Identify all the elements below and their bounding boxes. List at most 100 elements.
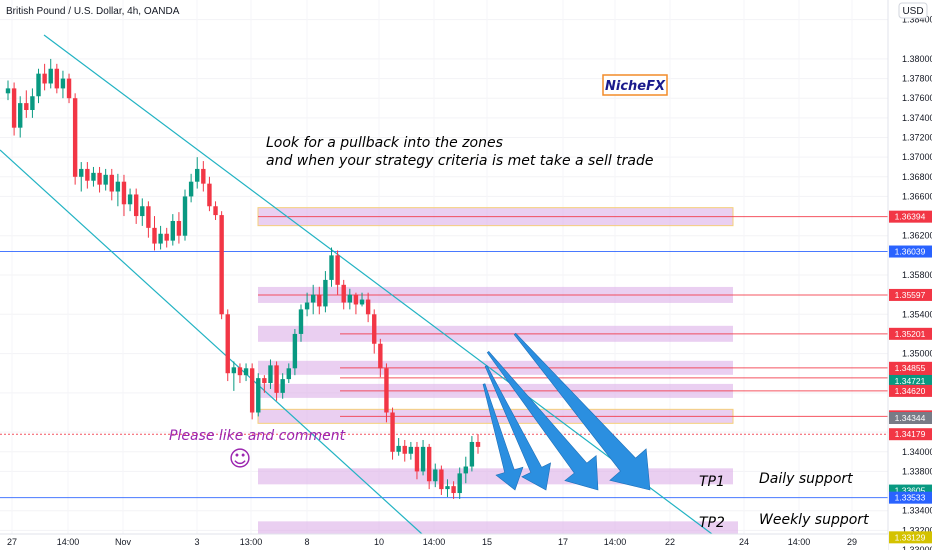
time-tick-8: 15: [482, 537, 492, 547]
price-label-bg-3: [889, 327, 932, 340]
price-tick-3: 1.37600: [902, 93, 932, 103]
price-label-6: 1.34721: [895, 376, 926, 386]
candle-body: [103, 174, 108, 185]
candle-body: [158, 233, 163, 244]
candle-body: [274, 365, 279, 393]
chart-title: British Pound / U.S. Dollar, 4h, OANDA: [6, 6, 180, 17]
candle-body: [469, 441, 475, 467]
candle-body: [146, 206, 151, 228]
candle-body: [109, 174, 114, 192]
price-tick-9: 1.36200: [902, 231, 932, 241]
candles: [5, 58, 481, 499]
price-tick-7: 1.36800: [902, 172, 932, 182]
candle-body: [414, 446, 420, 472]
candle-body: [231, 367, 237, 374]
candle-body: [292, 333, 298, 369]
price-label-bg-9: [889, 412, 932, 424]
candle-body: [30, 96, 35, 110]
candle-body: [280, 379, 285, 393]
price-tick-12: 1.35000: [902, 349, 932, 359]
time-tick-5: 8: [304, 537, 309, 547]
candle-body: [445, 486, 450, 490]
candle-body: [378, 343, 383, 369]
price-tick-11: 1.35400: [902, 309, 932, 319]
currency-badge-box[interactable]: [898, 2, 928, 19]
candle-body: [42, 73, 47, 84]
target-arrows: [482, 332, 651, 491]
strategy-line-2: and when your strategy criteria is met t…: [266, 153, 654, 169]
candle-body: [18, 103, 23, 128]
price-label-3: 1.35201: [895, 329, 926, 339]
tp2-label: TP2: [699, 515, 725, 531]
channel-lines: [0, 34, 713, 535]
candle-body: [310, 294, 316, 303]
sell-arrow-1: [484, 365, 552, 491]
candle-body: [420, 446, 426, 472]
candle-body: [256, 378, 261, 413]
candle-body: [170, 220, 176, 241]
price-label-bg-10: [889, 428, 932, 441]
price-tick-5: 1.37200: [902, 133, 932, 143]
price-label-bg-4: [889, 361, 932, 374]
weekly-support-label: Weekly support: [759, 512, 869, 528]
candle-body: [408, 446, 414, 454]
candle-body: [36, 73, 41, 97]
candle-body: [24, 103, 29, 110]
price-label-10: 1.34179: [895, 429, 926, 439]
candle-body: [384, 368, 389, 413]
candle-body: [60, 78, 66, 89]
price-label-13: 1.33129: [895, 532, 926, 542]
like-comment: Please like and comment: [169, 428, 346, 444]
price-label-bg-0: [889, 210, 932, 223]
annotations: NicheFX Look for a pullback into the zone…: [169, 74, 869, 531]
daily-support-label: Daily support: [759, 471, 853, 487]
price-label-4: 1.34855: [895, 363, 926, 373]
candle-body: [286, 368, 291, 380]
price-label-1: 1.36039: [895, 247, 926, 257]
channel-upper: [43, 34, 713, 535]
candle-body: [372, 314, 377, 344]
price-tick-16: 1.33800: [902, 466, 932, 476]
time-axis[interactable]: 27 14:00 Nov 3 13:00 8 10 14:00 15 17 14:00 22 24 14:…: [0, 533, 888, 550]
candle-body: [48, 68, 53, 84]
candle-body: [152, 227, 157, 244]
candle-body: [188, 181, 194, 197]
grid: [0, 19, 888, 550]
candle-body: [402, 445, 407, 454]
candle-body: [347, 294, 353, 303]
candle-body: [359, 299, 365, 305]
price-tick-17: 1.33400: [902, 506, 932, 516]
currency-badge: USD: [902, 6, 923, 17]
candle-body: [140, 206, 145, 217]
price-label-7: 1.34620: [895, 386, 926, 396]
brand-label: NicheFX: [605, 79, 666, 94]
candle-body: [182, 196, 188, 236]
candle-body: [207, 183, 212, 207]
candle-body: [121, 181, 127, 205]
candle-body: [91, 172, 96, 181]
price-tick-10: 1.35800: [902, 270, 932, 280]
tp1-label: TP1: [699, 474, 725, 490]
price-tick-6: 1.37000: [902, 152, 932, 162]
candle-body: [195, 168, 200, 182]
price-axis[interactable]: 1.38400 1.38000 1.37800 1.37600 1.37400 1.372…: [887, 0, 932, 550]
zone-6: [258, 468, 733, 485]
price-tick-4: 1.37400: [902, 113, 932, 123]
candle-body: [451, 486, 456, 494]
candle-body: [304, 302, 310, 310]
price-label-0: 1.36394: [895, 212, 926, 222]
candle-body: [390, 412, 395, 452]
candle-body: [54, 68, 60, 89]
candle-body: [249, 368, 255, 413]
sell-arrow-3: [513, 332, 651, 491]
candle-body: [457, 473, 462, 494]
smiley-icon: ☺: [229, 447, 252, 472]
time-tick-10: 14:00: [604, 537, 627, 547]
channel-lower: [0, 149, 423, 535]
candle-body: [396, 445, 401, 452]
candle-body: [201, 168, 206, 184]
candle-body: [66, 78, 72, 99]
price-tick-0: 1.38400: [902, 15, 932, 25]
candle-body: [317, 294, 322, 307]
